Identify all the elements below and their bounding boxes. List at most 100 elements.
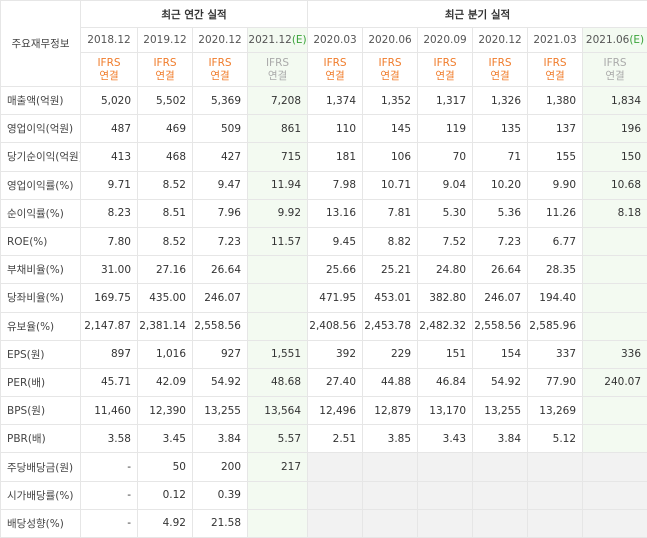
value-cell: 3.84 <box>473 425 528 453</box>
value-cell: 48.68 <box>248 368 308 396</box>
period-date: 2021.06 <box>586 34 629 46</box>
value-cell: 471.95 <box>308 284 363 312</box>
value-cell: 5,020 <box>81 87 138 115</box>
ifrs-label: IFRS <box>418 57 472 70</box>
value-cell: 1,326 <box>473 87 528 115</box>
row-label: 매출액(억원) <box>1 87 81 115</box>
value-cell: 10.71 <box>363 171 418 199</box>
value-cell: 9.47 <box>193 171 248 199</box>
value-cell: 1,317 <box>418 87 473 115</box>
period-date: 2020.09 <box>423 34 466 46</box>
value-cell: 1,374 <box>308 87 363 115</box>
ifrs-label: IFRS <box>363 57 417 70</box>
value-cell: 12,390 <box>138 397 193 425</box>
value-cell: 5.57 <box>248 425 308 453</box>
value-cell: 9.04 <box>418 171 473 199</box>
value-cell: 137 <box>528 115 583 143</box>
period-header: 2021.12(E) <box>248 28 308 53</box>
ifrs-label: IFRS <box>473 57 527 70</box>
value-cell: 246.07 <box>193 284 248 312</box>
value-cell <box>363 481 418 509</box>
value-cell: 9.92 <box>248 199 308 227</box>
value-cell: 11,460 <box>81 397 138 425</box>
value-cell: 5,502 <box>138 87 193 115</box>
value-cell: 427 <box>193 143 248 171</box>
period-date: 2021.12 <box>248 34 291 46</box>
ifrs-label: IFRS <box>248 57 307 70</box>
value-cell: 181 <box>308 143 363 171</box>
value-cell: 8.18 <box>583 199 647 227</box>
ifrs-label: IFRS <box>308 57 362 70</box>
row-label: 영업이익률(%) <box>1 171 81 199</box>
period-date: 2020.12 <box>198 34 241 46</box>
row-label: EPS(원) <box>1 340 81 368</box>
value-cell: 3.84 <box>193 425 248 453</box>
value-cell: 7.23 <box>473 227 528 255</box>
value-cell: 337 <box>528 340 583 368</box>
value-cell <box>248 284 308 312</box>
value-cell: 2,558.56 <box>473 312 528 340</box>
ifrs-label: IFRS <box>138 57 192 70</box>
period-header: 2020.09 <box>418 28 473 53</box>
value-cell <box>363 453 418 481</box>
value-cell: 13,269 <box>528 397 583 425</box>
value-cell <box>528 509 583 537</box>
value-cell: 10.68 <box>583 171 647 199</box>
value-cell <box>308 453 363 481</box>
value-cell: 715 <box>248 143 308 171</box>
value-cell: 54.92 <box>473 368 528 396</box>
value-cell: 151 <box>418 340 473 368</box>
value-cell: 1,380 <box>528 87 583 115</box>
ifrs-label: IFRS <box>81 57 137 70</box>
value-cell <box>583 481 647 509</box>
value-cell: 119 <box>418 115 473 143</box>
period-date: 2020.12 <box>478 34 521 46</box>
value-cell: 3.43 <box>418 425 473 453</box>
value-cell: 2,408.56 <box>308 312 363 340</box>
value-cell: 8.82 <box>363 227 418 255</box>
value-cell <box>248 481 308 509</box>
row-label: 유보율(%) <box>1 312 81 340</box>
quarter-group: 최근 분기 실적 <box>308 1 647 28</box>
value-cell: 150 <box>583 143 647 171</box>
consolidated-label: 연결 <box>418 70 472 83</box>
value-cell: - <box>81 453 138 481</box>
value-cell: 468 <box>138 143 193 171</box>
period-header: 2018.12 <box>81 28 138 53</box>
value-cell: 2,147.87 <box>81 312 138 340</box>
value-cell: 7.96 <box>193 199 248 227</box>
value-cell: 861 <box>248 115 308 143</box>
value-cell <box>583 227 647 255</box>
value-cell: 8.52 <box>138 171 193 199</box>
value-cell: 7.80 <box>81 227 138 255</box>
value-cell: 71 <box>473 143 528 171</box>
value-cell: 7.52 <box>418 227 473 255</box>
value-cell: 145 <box>363 115 418 143</box>
row-label: 배당성향(%) <box>1 509 81 537</box>
consolidated-label: 연결 <box>363 70 417 83</box>
value-cell: 12,879 <box>363 397 418 425</box>
value-cell: 229 <box>363 340 418 368</box>
period-header: 2021.03 <box>528 28 583 53</box>
period-date: 2019.12 <box>143 34 186 46</box>
value-cell: 9.45 <box>308 227 363 255</box>
value-cell: 3.58 <box>81 425 138 453</box>
value-cell: 26.64 <box>473 256 528 284</box>
period-header: 2020.12 <box>193 28 248 53</box>
value-cell: 196 <box>583 115 647 143</box>
value-cell: 240.07 <box>583 368 647 396</box>
value-cell <box>583 256 647 284</box>
